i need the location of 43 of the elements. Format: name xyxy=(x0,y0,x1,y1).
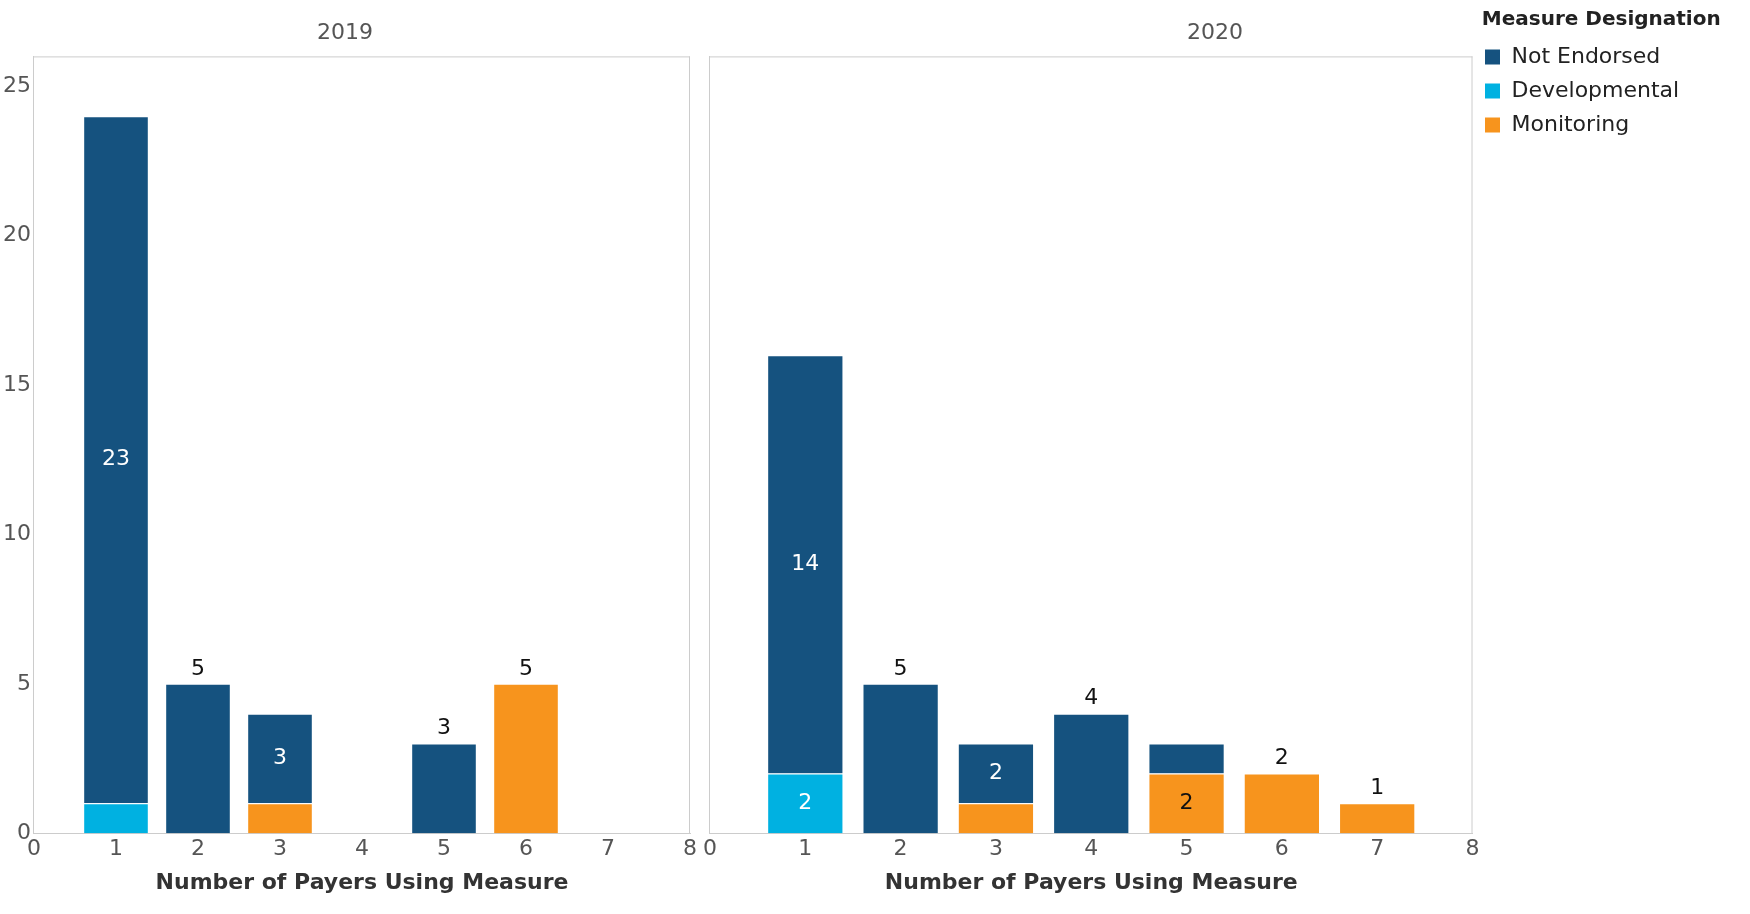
chart-title: 2020 xyxy=(1187,18,1243,44)
legend-title: Measure Designation xyxy=(1481,6,1721,31)
data-label: 14 xyxy=(791,550,820,576)
x-axis-title: Number of Payers Using Measure xyxy=(884,868,1298,894)
x-tick-label: 3 xyxy=(988,835,1003,861)
legend-label: Developmental xyxy=(1511,76,1722,102)
data-label: 4 xyxy=(1084,684,1099,710)
x-tick-label: 4 xyxy=(355,835,369,861)
x-tick-label: 4 xyxy=(1084,835,1099,861)
legend-label: Monitoring xyxy=(1511,110,1693,136)
y-tick-label: 15 xyxy=(2,370,31,396)
x-tick-label: 8 xyxy=(683,835,697,861)
x-tick-label: 7 xyxy=(601,835,615,861)
data-label: 5 xyxy=(191,654,205,680)
data-label: 23 xyxy=(101,445,130,471)
data-label: 3 xyxy=(437,714,451,740)
data-label: 2 xyxy=(988,759,1003,785)
data-label: 3 xyxy=(273,744,287,770)
x-tick-label: 1 xyxy=(798,835,813,861)
x-tick-label: 1 xyxy=(108,835,123,861)
x-axis-title: Number of Payers Using Measure xyxy=(155,868,569,894)
x-tick-label: 7 xyxy=(1370,835,1385,861)
legend-label: Not Endorsed xyxy=(1511,42,1710,68)
chart-title: 2019 xyxy=(317,18,373,44)
data-label: 5 xyxy=(519,654,533,680)
y-tick-label: 25 xyxy=(2,72,31,97)
x-tick-label: 5 xyxy=(1179,835,1194,861)
x-tick-label: 6 xyxy=(519,835,533,861)
data-label: 2 xyxy=(1179,789,1194,815)
x-tick-label: 2 xyxy=(893,835,908,861)
x-tick-label: 3 xyxy=(273,835,287,861)
y-tick-label: 10 xyxy=(2,520,31,546)
y-tick-label: 5 xyxy=(16,669,31,695)
data-label: 2 xyxy=(798,789,813,815)
x-tick-label: 8 xyxy=(1465,835,1480,861)
data-label: 5 xyxy=(893,654,908,680)
x-tick-label: 6 xyxy=(1274,835,1289,861)
x-tick-label: 5 xyxy=(437,835,451,861)
y-tick-label: 20 xyxy=(2,221,31,247)
x-tick-label: 2 xyxy=(191,835,205,861)
data-label: 1 xyxy=(1370,774,1385,800)
x-tick-label: 0 xyxy=(703,835,717,861)
data-label: 2 xyxy=(1274,744,1289,770)
